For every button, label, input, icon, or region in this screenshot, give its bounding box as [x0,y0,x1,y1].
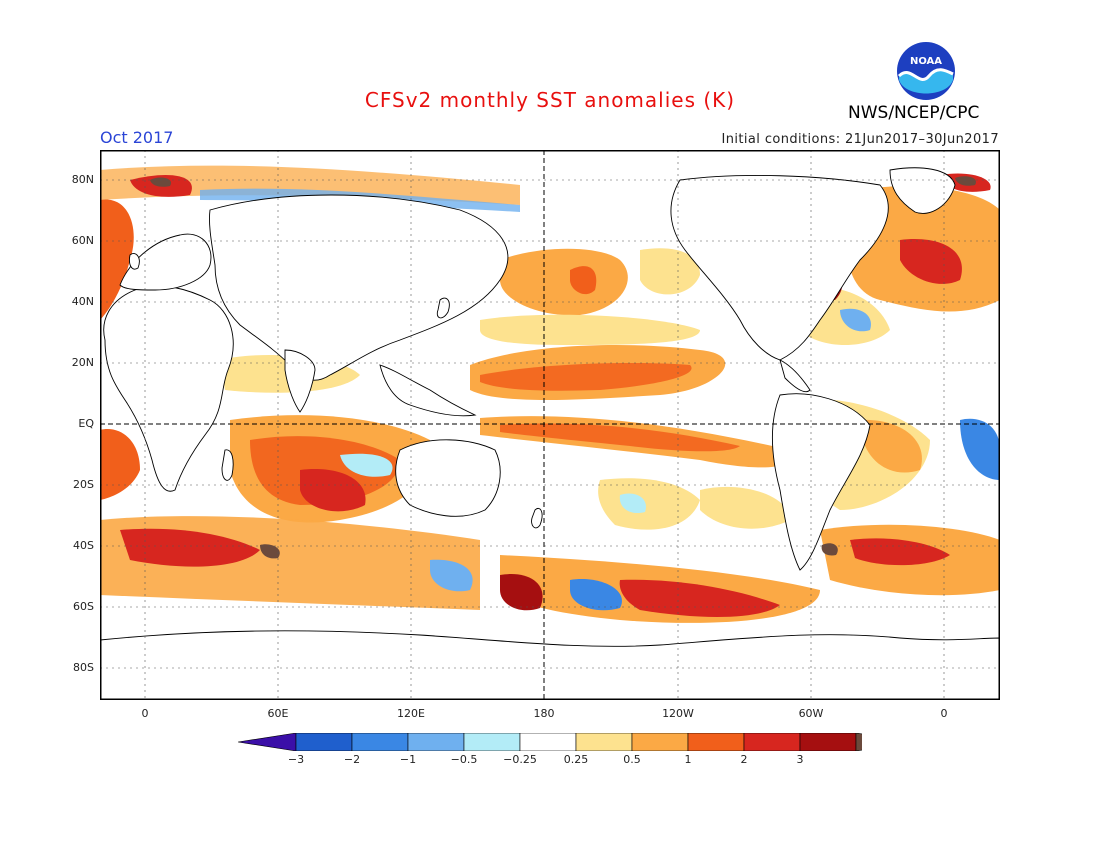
colorbar-label: 0.5 [623,753,641,766]
colorbar-label: −3 [287,753,305,766]
lat-label: 40N [71,295,94,308]
colorbar-swatch [295,733,353,751]
lat-label: 80N [71,173,94,186]
land-masses [100,167,1000,700]
colorbar-label: 1 [684,753,692,766]
lon-label: 60W [798,707,824,720]
colorbar-swatch [687,733,745,751]
colorbar-swatch [575,733,633,751]
colorbar-label: −1 [399,753,417,766]
colorbar-label: −2 [343,753,361,766]
lat-label: 20S [73,478,94,491]
colorbar-label: −0.25 [503,753,537,766]
noaa-logo-text: NOAA [910,56,942,67]
lon-label: 0 [940,707,948,720]
colorbar-label: −0.5 [450,753,478,766]
sst-anomaly-map [100,150,1000,700]
colorbar-swatch [407,733,465,751]
colorbar-label: 3 [796,753,804,766]
colorbar-swatch [463,733,521,751]
colorbar-right-triangle [855,733,862,751]
colorbar-swatch [351,733,409,751]
grid-lines [100,150,1000,700]
noaa-logo: NOAA [895,40,957,102]
lat-label: EQ [78,417,94,430]
colorbar [238,733,862,751]
lat-label: 20N [71,356,94,369]
colorbar-swatch [743,733,801,751]
lon-label: 0 [141,707,149,720]
map-frame [100,150,1000,700]
equator-dateline [100,150,1000,700]
lat-label: 60S [73,600,94,613]
lat-label: 80S [73,661,94,674]
lat-label: 40S [73,539,94,552]
colorbar-swatch [799,733,857,751]
colorbar-label: 0.25 [563,753,589,766]
chart-title: CFSv2 monthly SST anomalies (K) [364,88,736,112]
lat-label: 60N [71,234,94,247]
colorbar-left-triangle [238,733,297,751]
lon-label: 120W [662,707,694,720]
colorbar-swatch [631,733,689,751]
colorbar-swatch [519,733,577,751]
forecast-month: Oct 2017 [100,128,174,147]
colorbar-label: 2 [740,753,748,766]
lon-label: 120E [397,707,425,720]
initial-conditions: Initial conditions: 21Jun2017–30Jun2017 [721,132,999,147]
lon-label: 180 [533,707,555,720]
organization-label: NWS/NCEP/CPC [848,103,980,123]
lon-label: 60E [267,707,289,720]
